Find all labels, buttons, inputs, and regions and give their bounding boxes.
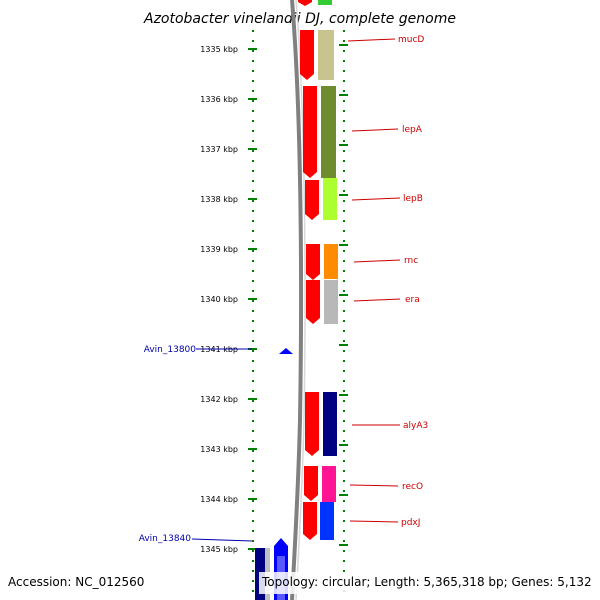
gene-leader-rnc	[353, 259, 401, 263]
gene-label-lepA[interactable]: lepA	[402, 125, 423, 135]
gene-leader-lepB	[351, 197, 401, 201]
summary-backdrop	[259, 572, 592, 594]
kbp-label: 1344 kbp	[200, 495, 238, 504]
gene-box-recO[interactable]	[322, 466, 336, 502]
strand-arrow-rnc[interactable]	[306, 244, 320, 280]
accession-text: Accession: NC_012560	[8, 575, 144, 589]
kbp-axis: 1335 kbp 1336 kbp 1337 kbp 1338 kbp 1339 kbp…	[200, 44, 348, 554]
genome-backbone-highlight	[295, 0, 306, 600]
gene-label-mucD[interactable]: mucD	[398, 35, 424, 45]
gene-box-lepB[interactable]	[323, 178, 337, 220]
strand-arrow-recO[interactable]	[304, 466, 318, 501]
summary-text: Topology: circular; Length: 5,365,318 bp…	[261, 575, 592, 589]
gene-label-alyA3[interactable]: alyA3	[403, 421, 428, 431]
kbp-label: 1340 kbp	[200, 295, 238, 304]
genome-title: Azotobacter vinelandii DJ, complete geno…	[143, 11, 456, 27]
gene-leader-pdxJ	[349, 520, 399, 523]
feature-track	[255, 0, 338, 600]
gene-box-era[interactable]	[324, 280, 338, 324]
gene-label-lepB[interactable]: lepB	[403, 194, 423, 204]
gene-box-top	[318, 0, 332, 5]
locus-label-avin13840[interactable]: Avin_13840	[139, 534, 192, 544]
kbp-label: 1335 kbp	[200, 45, 238, 54]
kbp-label: 1337 kbp	[200, 145, 238, 154]
strand-arrow-alyA3[interactable]	[305, 392, 319, 456]
strand-arrow-mucD[interactable]	[300, 30, 314, 80]
strand-arrow-pdxJ[interactable]	[303, 502, 317, 540]
kbp-label: 1345 kbp	[200, 545, 238, 554]
gene-box-mucD[interactable]	[318, 30, 334, 80]
kbp-label: 1342 kbp	[200, 395, 238, 404]
strand-arrow-lepA[interactable]	[303, 86, 317, 178]
strand-arrow-era[interactable]	[306, 280, 320, 324]
gene-box-alyA3[interactable]	[323, 392, 337, 456]
gene-label-rnc[interactable]: rnc	[404, 256, 418, 266]
kbp-label: 1343 kbp	[200, 445, 238, 454]
gene-box-pdxJ[interactable]	[320, 502, 334, 540]
gene-box-lepA[interactable]	[321, 86, 336, 178]
kbp-label: 1338 kbp	[200, 195, 238, 204]
gene-leader-era	[353, 298, 401, 302]
locus-tags: Avin_13800 Avin_13840	[139, 345, 253, 544]
locus-marker-avin13800[interactable]	[279, 348, 293, 354]
locus-leader-avin13840	[191, 538, 253, 542]
gene-label-recO[interactable]: recO	[402, 482, 423, 492]
gene-labels: mucD lepA lepB rnc era alyA3 recO pdxJ	[347, 35, 428, 528]
kbp-label: 1339 kbp	[200, 245, 238, 254]
gene-leader-recO	[349, 484, 399, 487]
genome-backbone	[290, 0, 304, 600]
gene-label-era[interactable]: era	[405, 295, 420, 305]
strand-arrow-lepB[interactable]	[305, 180, 319, 220]
gene-leader-mucD	[347, 38, 396, 42]
gene-box-rnc[interactable]	[324, 244, 338, 279]
strand-arrow-top	[298, 0, 312, 6]
gene-leader-lepA	[351, 128, 399, 132]
locus-label-avin13800[interactable]: Avin_13800	[144, 345, 197, 355]
gene-label-pdxJ[interactable]: pdxJ	[401, 518, 420, 528]
kbp-label: 1336 kbp	[200, 95, 238, 104]
